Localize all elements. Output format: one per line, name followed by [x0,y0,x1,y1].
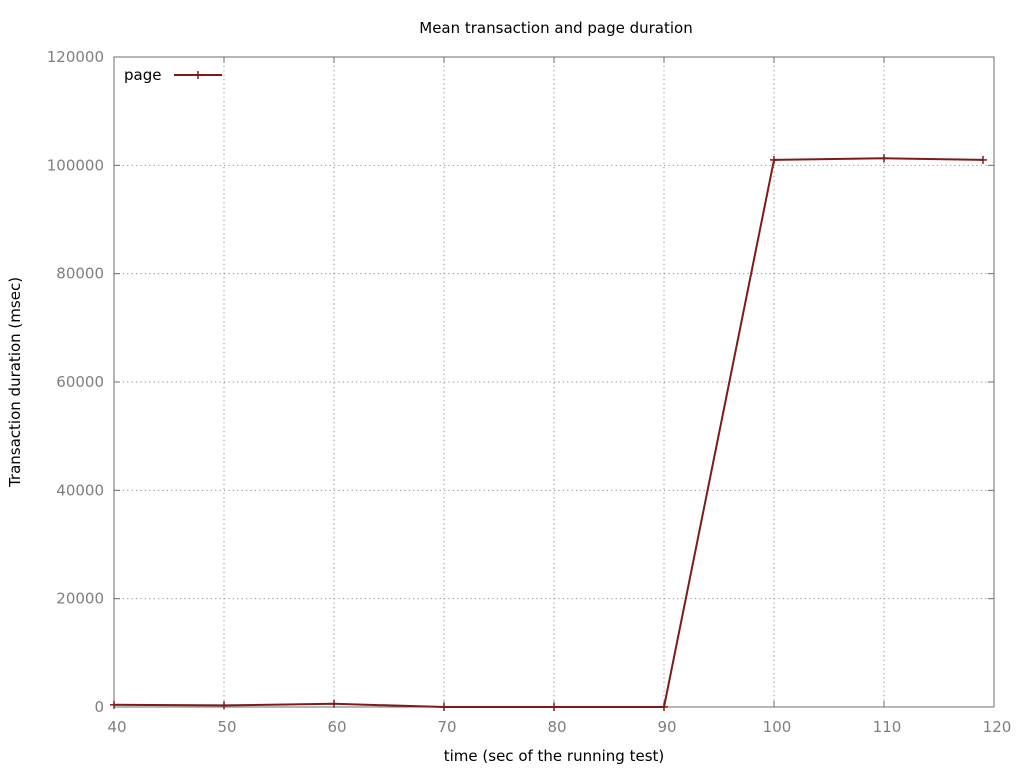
x-axis-label: time (sec of the running test) [444,747,665,765]
y-tick-label: 100000 [47,156,104,174]
y-tick-label: 60000 [56,373,104,391]
data-point [330,699,338,708]
x-tick-label: 40 [107,718,126,736]
axis-ticks: 40 50 60 70 80 90 100 110 120 0 20000 40000 60000 800… [47,48,1012,736]
data-point [110,700,118,709]
data-point [660,703,668,711]
x-tick-label: 100 [763,718,792,736]
legend-swatch-marker [194,71,202,79]
data-point [770,155,778,164]
data-point [220,701,228,710]
chart-title: Mean transaction and page duration [419,19,692,37]
data-point [440,703,448,711]
x-tick-label: 60 [327,718,346,736]
grid [114,57,994,707]
y-tick-label: 0 [94,698,104,716]
x-tick-label: 90 [657,718,676,736]
legend-label: page [124,66,161,84]
legend: page [124,66,222,84]
x-tick-label: 110 [873,718,902,736]
x-tick-label: 70 [437,718,456,736]
y-tick-label: 120000 [47,48,104,66]
data-point [550,703,558,711]
y-tick-label: 40000 [56,481,104,499]
x-tick-label: 80 [547,718,566,736]
y-tick-label: 20000 [56,590,104,608]
x-tick-label: 120 [983,718,1012,736]
y-axis-label: Transaction duration (msec) [6,277,24,488]
data-point [979,155,987,164]
series-line-page [113,157,984,708]
data-point [880,154,888,163]
series-layer [110,154,987,711]
x-tick-label: 50 [217,718,236,736]
y-tick-label: 80000 [56,265,104,283]
